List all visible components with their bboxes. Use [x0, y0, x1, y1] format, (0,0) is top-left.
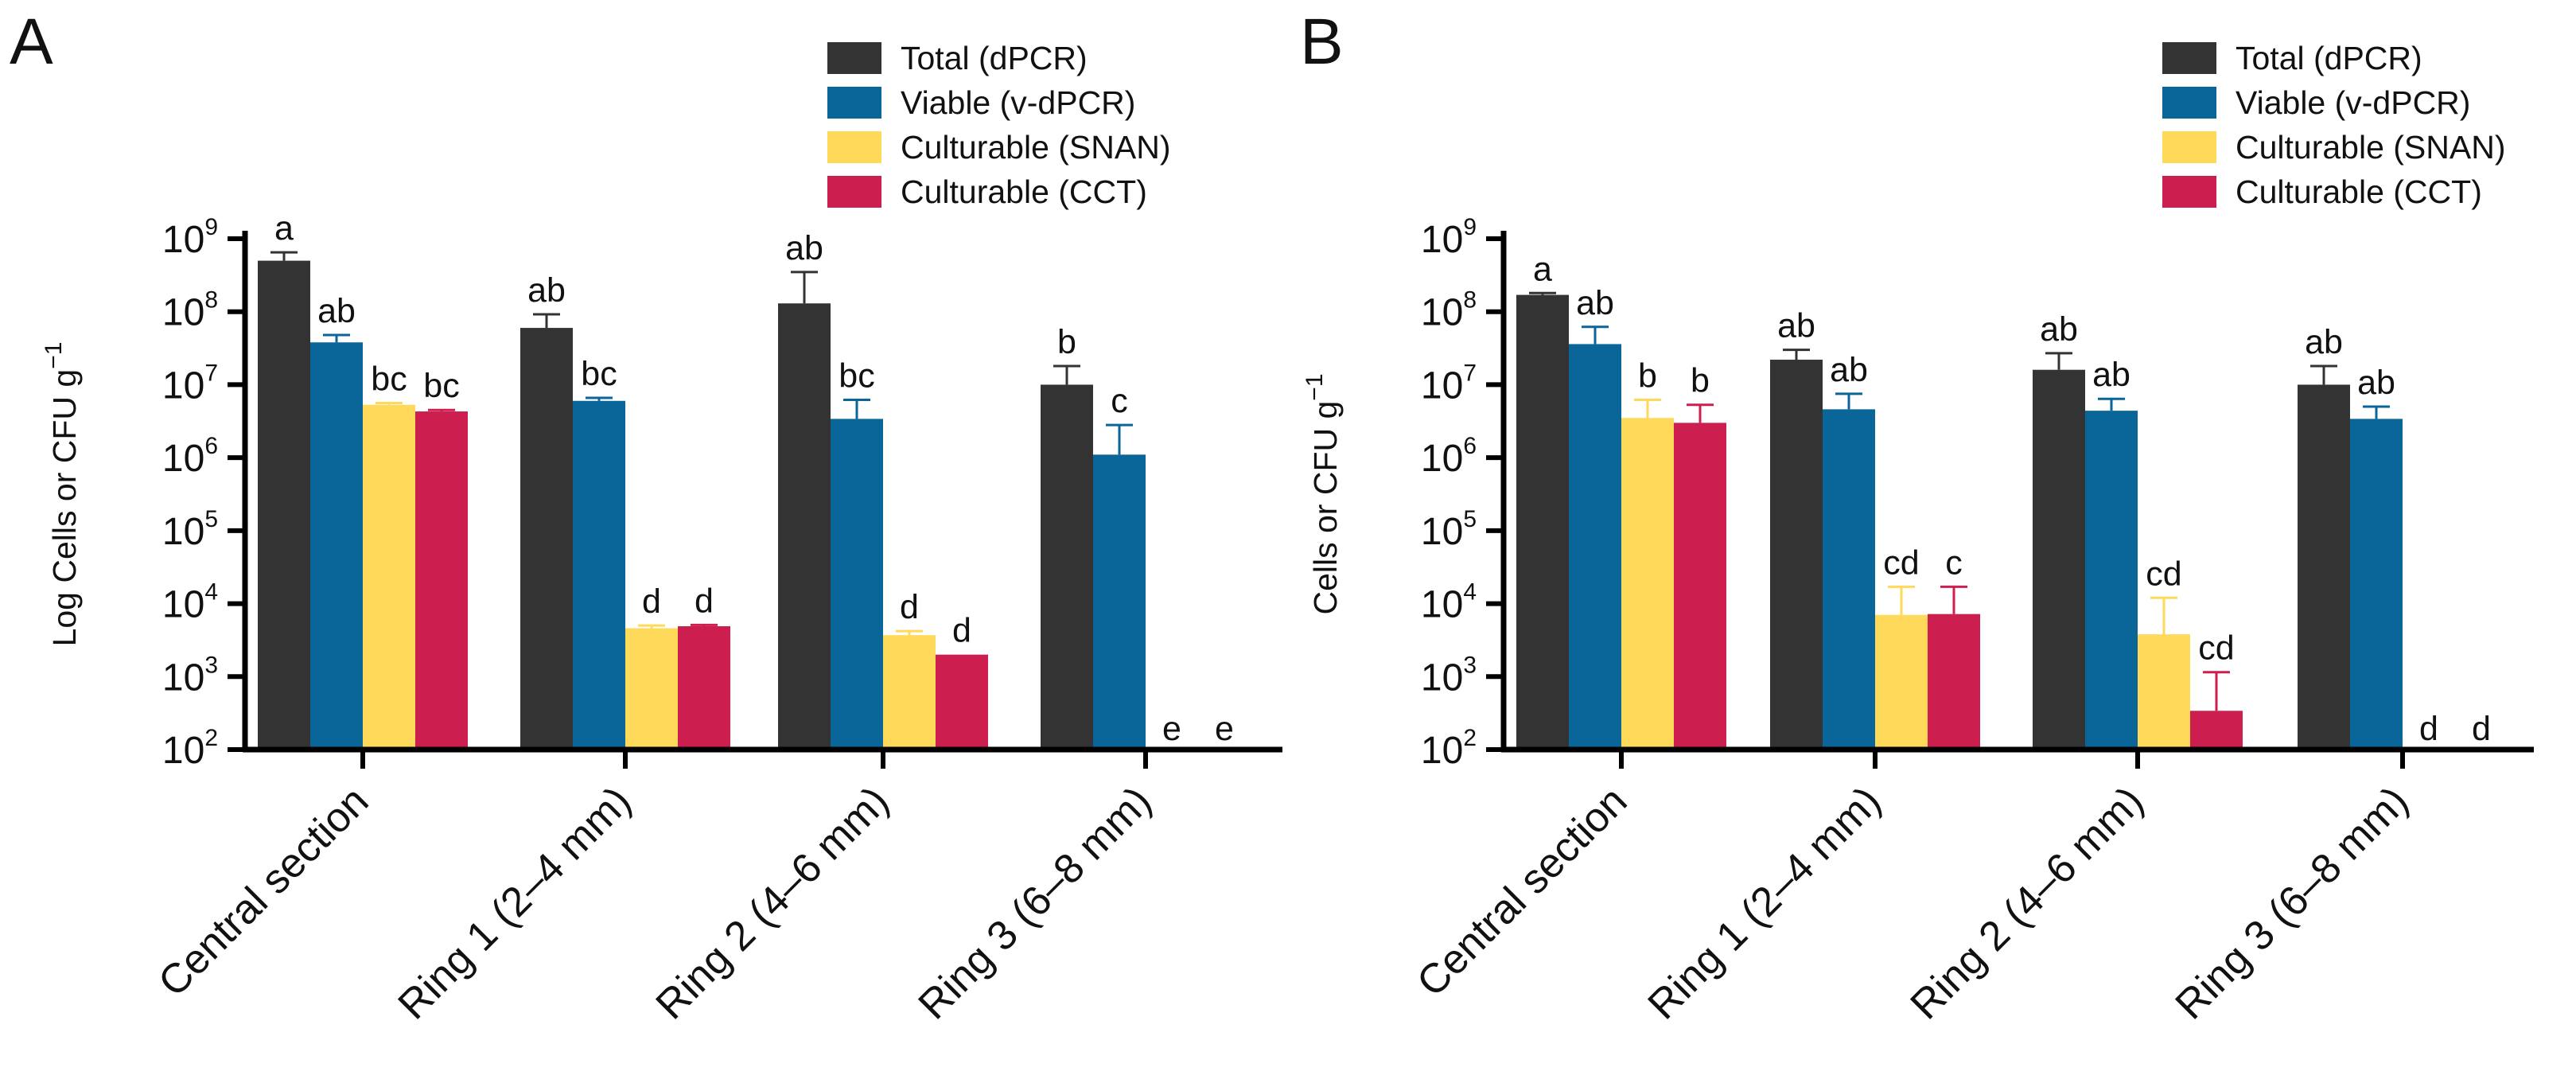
y-tick-label: 108 — [162, 287, 218, 334]
y-tick-label: 109 — [1421, 214, 1477, 261]
significance-label: a — [1533, 250, 1552, 288]
y-tick-label: 102 — [162, 725, 218, 772]
y-tick-label: 104 — [162, 579, 218, 626]
bar — [573, 400, 625, 750]
bar — [2033, 369, 2085, 750]
y-tick-label: 107 — [1421, 360, 1477, 407]
legend-label: Viable (v-dPCR) — [2236, 84, 2470, 121]
y-tick-label: 106 — [162, 433, 218, 480]
y-axis-title: Cells or CFU g−1 — [1302, 373, 1344, 614]
legend-swatch — [2162, 42, 2216, 74]
bar — [1516, 294, 1569, 750]
panel-letter: B — [1300, 6, 1344, 78]
legend-swatch — [827, 131, 881, 163]
significance-label: bc — [839, 356, 874, 395]
significance-label: ab — [1777, 307, 1815, 345]
legend-swatch — [2162, 87, 2216, 119]
legend-swatch — [827, 176, 881, 208]
bar — [1621, 418, 1674, 750]
significance-label: ab — [2357, 364, 2395, 402]
y-tick-label: 104 — [1421, 579, 1477, 626]
significance-label: ab — [1576, 284, 1614, 322]
legend-swatch — [827, 42, 881, 74]
significance-label: ab — [2040, 310, 2078, 349]
bar — [1569, 344, 1621, 750]
bar — [2298, 384, 2350, 750]
significance-label: cd — [1883, 543, 1919, 582]
y-tick-label: 102 — [1421, 725, 1477, 772]
y-tick-label: 103 — [162, 652, 218, 699]
bar — [1770, 360, 1823, 750]
significance-label: ab — [1830, 351, 1868, 389]
significance-label: bc — [371, 360, 407, 399]
bar — [363, 404, 415, 750]
significance-label: c — [1111, 382, 1128, 420]
y-tick-label: 108 — [1421, 287, 1477, 334]
bar — [831, 419, 883, 750]
significance-label: ab — [317, 292, 356, 330]
legend-label: Culturable (CCT) — [901, 173, 1147, 210]
bar — [625, 628, 678, 750]
y-tick-label: 106 — [1421, 433, 1477, 480]
y-tick-label: 105 — [162, 506, 218, 553]
bar — [1928, 614, 1980, 750]
significance-label: cd — [2146, 555, 2181, 593]
legend-label: Total (dPCR) — [2236, 40, 2422, 76]
significance-label: b — [1691, 362, 1710, 400]
bar — [2190, 711, 2243, 750]
bar — [310, 342, 363, 750]
y-axis-title: Log Cells or CFU g−1 — [41, 342, 83, 647]
bar — [1093, 454, 1146, 750]
significance-label: d — [642, 582, 661, 621]
panel-letter: A — [10, 6, 53, 78]
significance-label: cd — [2198, 629, 2234, 668]
significance-label: ab — [785, 229, 823, 267]
bar — [778, 303, 831, 750]
significance-label: ab — [2092, 356, 2130, 394]
bar — [520, 328, 573, 750]
significance-label: bc — [581, 355, 617, 393]
legend-label: Total (dPCR) — [901, 40, 1088, 76]
legend-label: Culturable (SNAN) — [2236, 129, 2506, 166]
bar — [258, 260, 310, 750]
bar — [883, 635, 936, 750]
bar — [1823, 409, 1875, 750]
bar — [936, 654, 988, 750]
significance-label: bc — [423, 367, 459, 405]
significance-label: ab — [527, 271, 566, 310]
significance-label: d — [900, 588, 919, 626]
bar — [1875, 614, 1928, 750]
legend-swatch — [827, 87, 881, 119]
significance-label: d — [2472, 710, 2491, 748]
y-tick-label: 109 — [162, 214, 218, 261]
significance-label: d — [952, 612, 971, 650]
bar — [415, 411, 468, 750]
y-tick-label: 107 — [162, 360, 218, 407]
legend-label: Culturable (SNAN) — [901, 129, 1171, 166]
significance-label: d — [695, 582, 714, 620]
bar — [2085, 411, 2138, 750]
significance-label: e — [1215, 710, 1234, 748]
significance-label: a — [274, 209, 294, 247]
bar — [678, 625, 730, 750]
legend-swatch — [2162, 131, 2216, 163]
significance-label: c — [1945, 543, 1963, 582]
significance-label: d — [2419, 710, 2438, 748]
bar — [1041, 384, 1093, 750]
bar — [2138, 634, 2190, 750]
bar — [1674, 423, 1726, 750]
significance-label: b — [1057, 323, 1076, 361]
significance-label: b — [1638, 356, 1657, 395]
legend-label: Culturable (CCT) — [2236, 173, 2482, 210]
significance-label: ab — [2305, 323, 2343, 361]
y-tick-label: 103 — [1421, 652, 1477, 699]
bar — [2350, 419, 2403, 750]
legend-swatch — [2162, 176, 2216, 208]
significance-label: e — [1162, 710, 1181, 748]
legend-label: Viable (v-dPCR) — [901, 84, 1135, 121]
y-tick-label: 105 — [1421, 506, 1477, 553]
